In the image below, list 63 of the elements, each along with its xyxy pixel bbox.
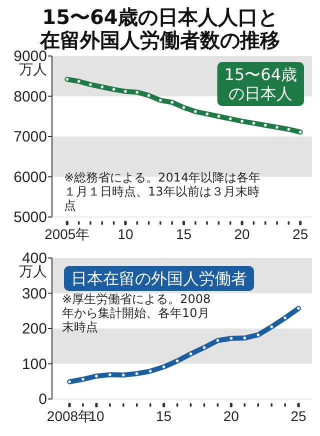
y-tick-label: 0	[38, 391, 47, 408]
point	[112, 88, 116, 92]
point	[256, 333, 260, 337]
point	[194, 110, 198, 114]
y-tick-label: 8000	[14, 88, 47, 106]
point	[88, 82, 92, 86]
x-tick-label: 2005年	[44, 226, 90, 242]
point	[298, 130, 302, 134]
point	[122, 373, 126, 377]
point	[175, 359, 180, 363]
point	[286, 127, 290, 132]
y-tick-label: 7000	[14, 128, 47, 146]
y-axis-title: 万人	[19, 264, 47, 280]
point	[242, 336, 246, 340]
y-tick-label: 6000	[14, 168, 47, 186]
point	[216, 114, 221, 118]
point	[270, 324, 274, 329]
point	[146, 94, 151, 98]
text: 日本在留の外国人労働者	[71, 269, 247, 288]
point	[170, 100, 174, 104]
point	[229, 336, 233, 340]
x-tick-label: 25	[290, 408, 307, 424]
series-label: 15〜64歳の日本人	[224, 65, 297, 103]
point	[240, 119, 244, 124]
point	[158, 98, 162, 102]
x-tick-label: 10	[118, 226, 134, 242]
point	[202, 346, 206, 350]
point	[68, 380, 72, 384]
point	[296, 306, 300, 310]
point	[135, 372, 139, 376]
chart-title: 15〜64歳の日本人人口と在留外国人労働者数の推移	[39, 5, 280, 52]
point	[162, 365, 166, 369]
annotation: ※厚生労働省による。2008年から集計開始、各年10月末時点	[62, 292, 211, 334]
x-tick-label: 20	[234, 226, 250, 242]
x-tick-label: 20	[223, 408, 240, 424]
point	[77, 80, 81, 84]
point	[216, 338, 220, 342]
point	[81, 377, 85, 382]
point	[100, 85, 104, 89]
point	[275, 125, 279, 130]
x-tick-label: 25	[292, 226, 308, 242]
y-tick-label: 200	[22, 320, 47, 338]
y-tick-label: 400	[22, 250, 47, 267]
point	[205, 112, 209, 116]
point	[252, 121, 256, 126]
annotation: ※総務省による。2014年以降は各年１月１日時点、13年以前は３月末時点	[64, 170, 261, 213]
point	[135, 90, 139, 94]
point	[188, 352, 193, 356]
point	[148, 369, 152, 373]
x-tick-label: 15	[176, 226, 192, 242]
y-tick-label: 100	[22, 356, 47, 373]
point	[94, 374, 98, 378]
point	[124, 90, 128, 94]
x-tick-label: 15	[156, 408, 172, 424]
point	[283, 316, 287, 320]
point	[108, 372, 112, 376]
y-tick-label: 300	[22, 285, 47, 302]
point	[228, 116, 232, 121]
y-tick-label: 5000	[14, 209, 47, 226]
point	[264, 123, 268, 128]
y-axis-title: 万人	[19, 62, 47, 78]
point	[182, 106, 186, 110]
point	[65, 78, 69, 82]
